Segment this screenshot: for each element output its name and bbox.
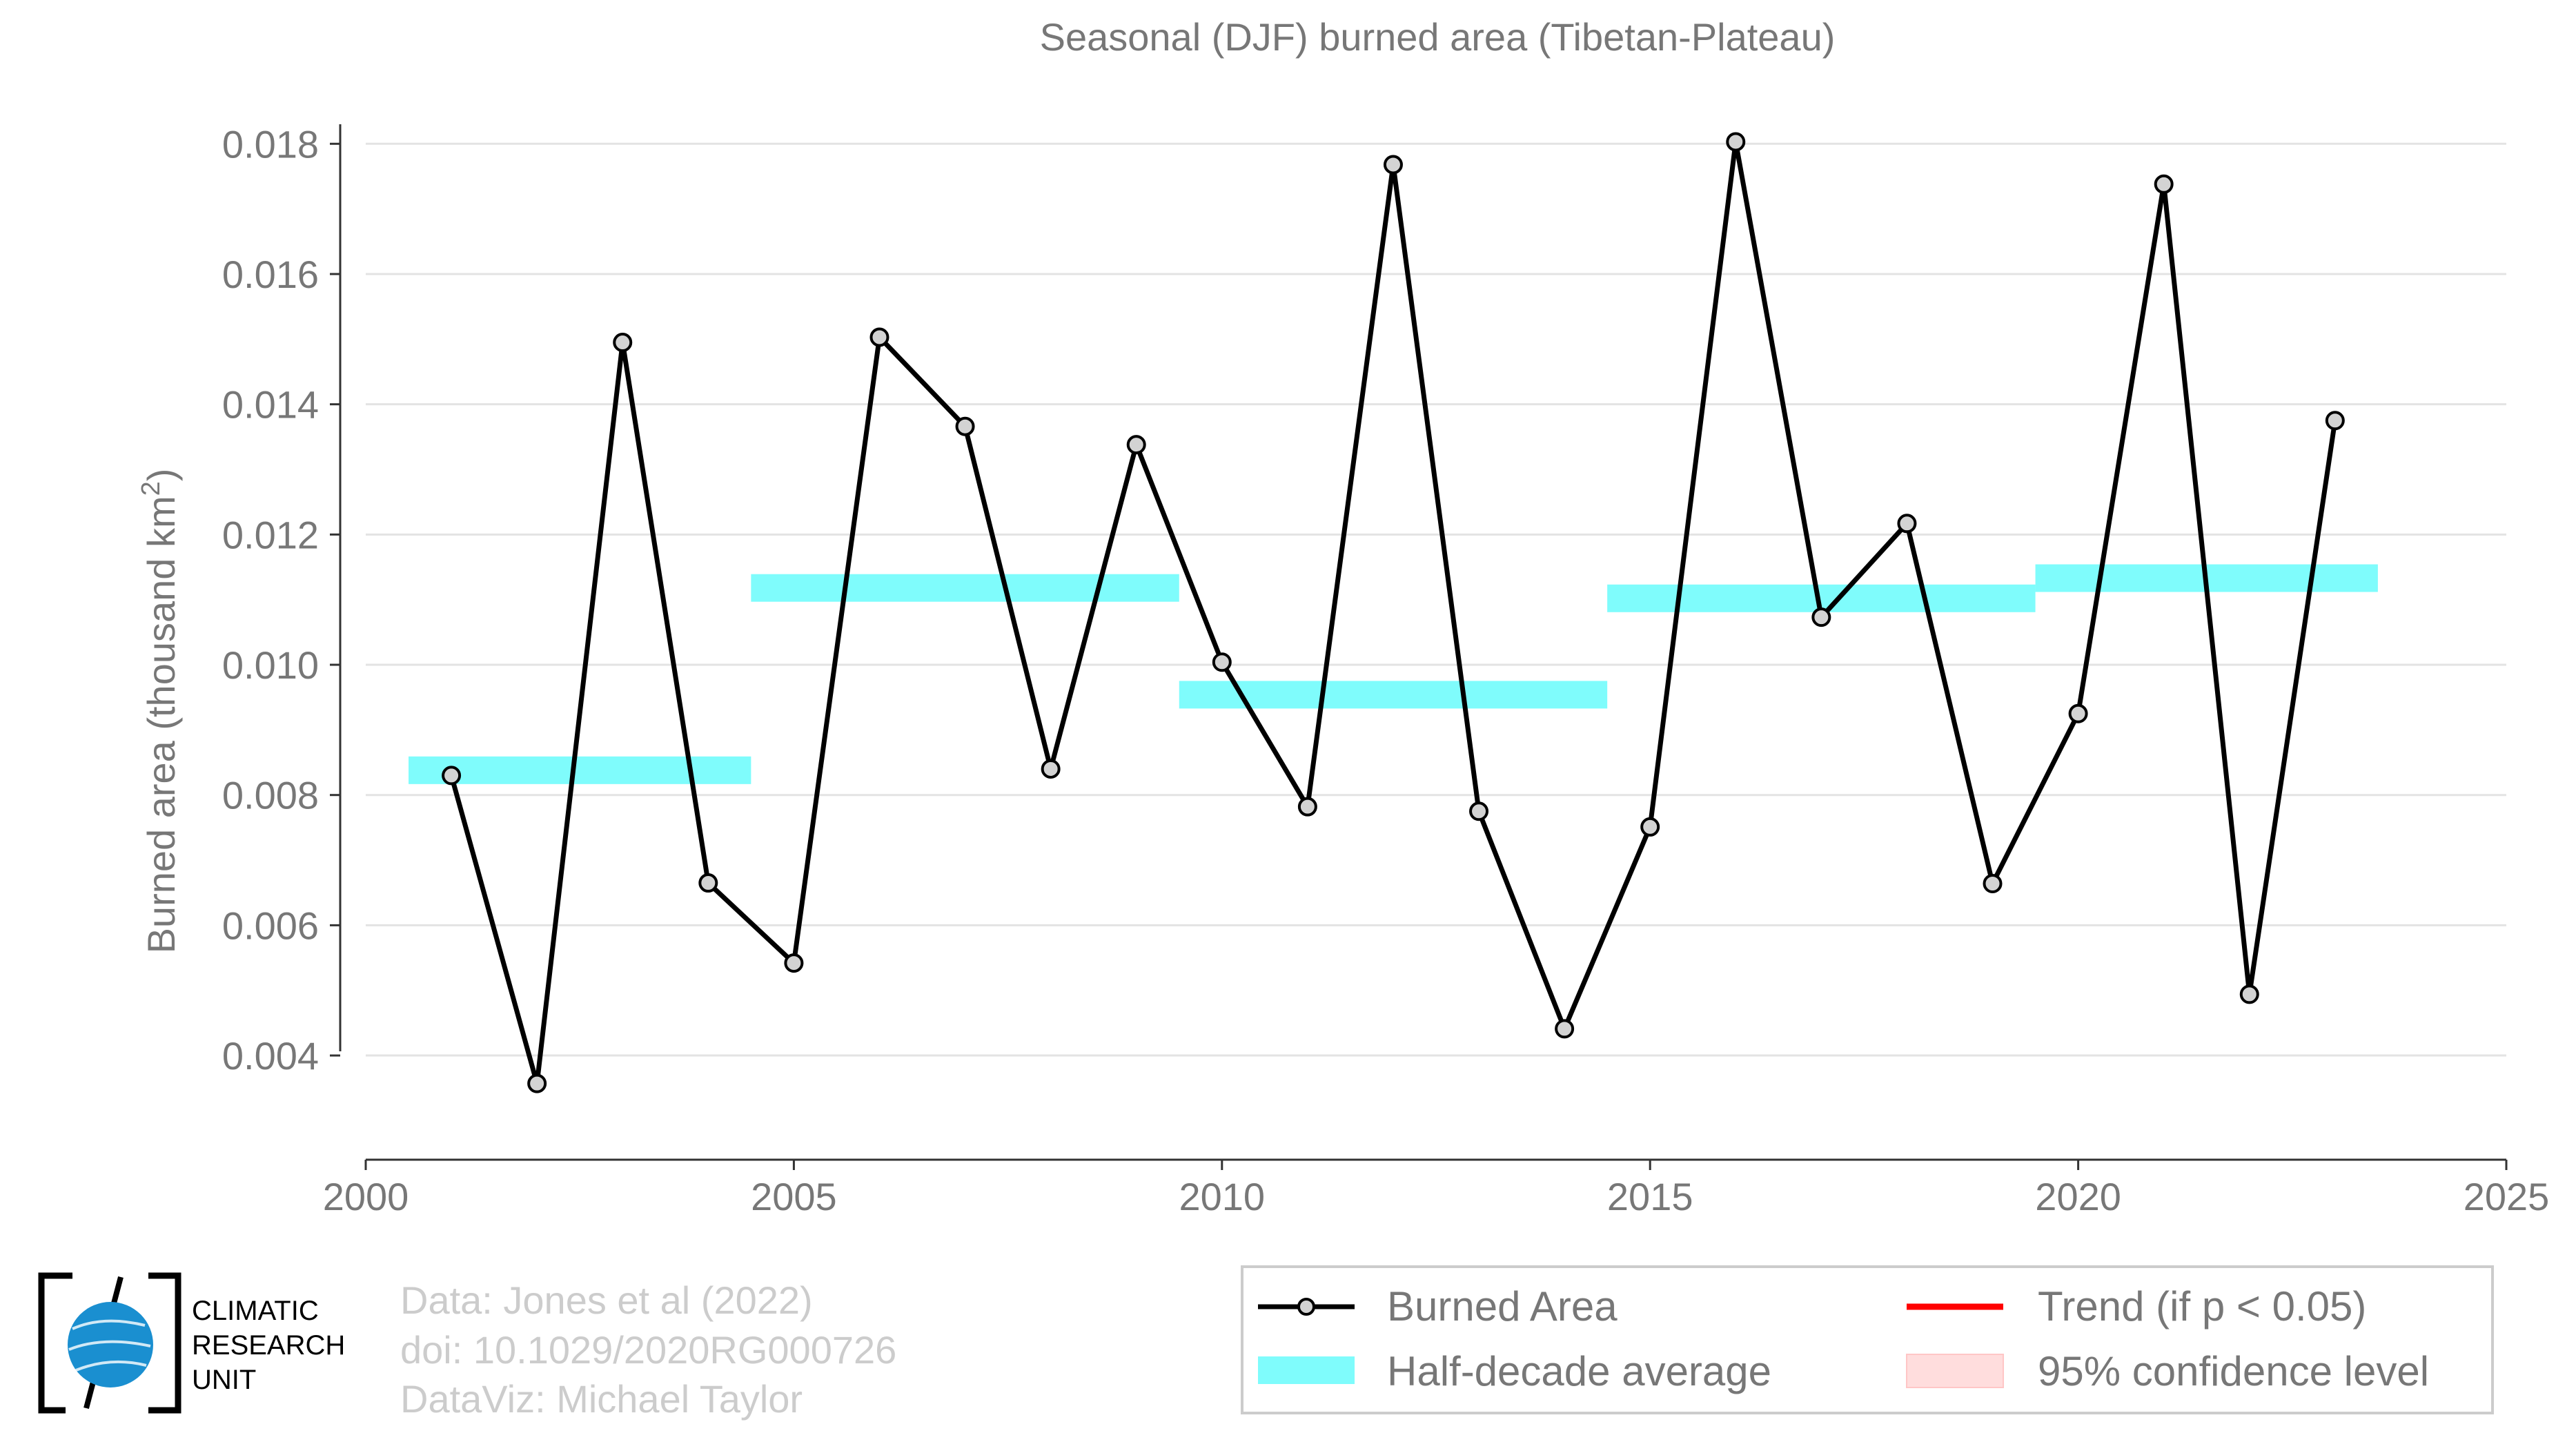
y-axis-label-close: ) bbox=[139, 469, 183, 482]
burned-area-point bbox=[1983, 874, 2003, 893]
x-tick-label: 2000 bbox=[323, 1175, 409, 1218]
y-tick-label: 0.014 bbox=[222, 383, 319, 427]
half-decade-band bbox=[1179, 681, 1608, 709]
legend-label-burned-area: Burned Area bbox=[1387, 1283, 1618, 1330]
burned-area-point bbox=[1212, 652, 1232, 672]
gridlines bbox=[366, 142, 2506, 1057]
burned-area-point bbox=[442, 766, 462, 786]
y-axis-label-superscript: 2 bbox=[137, 481, 166, 496]
legend-label-half-decade: Half-decade average bbox=[1387, 1348, 1771, 1394]
logo-bracket-right bbox=[148, 1272, 181, 1414]
legend: Burned Area Trend (if p < 0.05) Half-dec… bbox=[1241, 1265, 2494, 1414]
burned-area-point bbox=[2325, 411, 2345, 431]
y-tick-label: 0.006 bbox=[222, 904, 319, 947]
burned-area-point bbox=[1897, 514, 1917, 534]
burned-area-point bbox=[784, 953, 804, 973]
tick-labels: 0.004 0.006 0.008 0.010 0.012 0.014 0.016 0.018… bbox=[222, 122, 2549, 1218]
burned-area-point bbox=[1811, 607, 1831, 627]
credit-doi: doi: 10.1029/2020RG000726 bbox=[400, 1328, 896, 1372]
burned-area-point bbox=[1469, 801, 1489, 821]
data-credits: Data: Jones et al (2022) doi: 10.1029/20… bbox=[400, 1278, 896, 1421]
y-tick-label: 0.004 bbox=[222, 1034, 319, 1078]
x-tick-label: 2015 bbox=[1607, 1175, 1693, 1218]
burned-area-point bbox=[1640, 817, 1660, 837]
burned-area-line bbox=[449, 139, 2338, 1087]
cru-logo: CLIMATIC RESEARCH UNIT bbox=[38, 1272, 345, 1414]
logo-line-climatic: CLIMATIC bbox=[192, 1296, 319, 1326]
x-tick-label: 2010 bbox=[1179, 1175, 1266, 1218]
axes bbox=[330, 124, 2508, 1170]
burned-area-point bbox=[1126, 435, 1146, 455]
y-axis-label-main: Burned area (thousand km bbox=[139, 496, 183, 953]
burned-area-point bbox=[527, 1073, 547, 1093]
burned-area-point bbox=[2068, 703, 2088, 723]
y-tick-label: 0.016 bbox=[222, 253, 319, 296]
y-tick-label: 0.008 bbox=[222, 774, 319, 817]
legend-label-confidence: 95% confidence level bbox=[2038, 1348, 2429, 1394]
credit-data-source: Data: Jones et al (2022) bbox=[400, 1278, 813, 1322]
logo-line-unit: UNIT bbox=[192, 1365, 256, 1395]
y-tick-label: 0.018 bbox=[222, 122, 319, 166]
legend-swatch-half-decade bbox=[1258, 1356, 1355, 1384]
chart-title: Seasonal (DJF) burned area (Tibetan-Plat… bbox=[1040, 15, 1836, 59]
burned-area-point bbox=[955, 416, 975, 436]
burned-area-point bbox=[613, 333, 633, 353]
credit-dataviz: DataViz: Michael Taylor bbox=[400, 1377, 803, 1421]
legend-swatch-confidence bbox=[1906, 1354, 2004, 1388]
logo-line-research: RESEARCH bbox=[192, 1330, 345, 1361]
burned-area-point bbox=[869, 327, 889, 347]
legend-marker-burned-area bbox=[1297, 1298, 1315, 1316]
y-tick-label: 0.010 bbox=[222, 643, 319, 687]
burned-area-point bbox=[1726, 132, 1746, 152]
burned-area-point bbox=[1041, 759, 1061, 779]
y-tick-label: 0.012 bbox=[222, 513, 319, 556]
legend-label-trend: Trend (if p < 0.05) bbox=[2038, 1283, 2366, 1330]
half-decade-band bbox=[751, 574, 1179, 602]
x-tick-label: 2005 bbox=[751, 1175, 837, 1218]
legend-box bbox=[1241, 1265, 2494, 1414]
burned-area-point bbox=[1297, 797, 1317, 817]
burned-area-point bbox=[1383, 155, 1403, 175]
burned-area-point bbox=[698, 873, 718, 893]
burned-area-points bbox=[442, 132, 2345, 1093]
burned-area-series bbox=[449, 139, 2338, 1087]
y-axis-label: Burned area (thousand km2) bbox=[137, 469, 183, 954]
x-tick-label: 2020 bbox=[2035, 1175, 2121, 1218]
burned-area-point bbox=[1555, 1019, 1575, 1039]
globe-lines-icon bbox=[68, 1319, 151, 1372]
logo-bracket-left bbox=[38, 1272, 72, 1414]
burned-area-point bbox=[2154, 174, 2174, 194]
x-tick-label: 2025 bbox=[2464, 1175, 2550, 1218]
burned-area-point bbox=[2239, 984, 2259, 1004]
